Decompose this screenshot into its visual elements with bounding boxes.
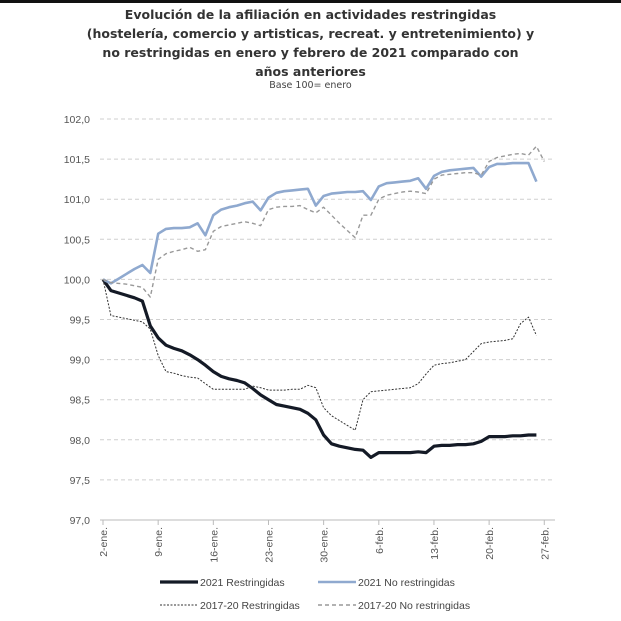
y-tick-label: 101,0 xyxy=(64,194,90,206)
x-tick-label: 23-ene. xyxy=(263,527,275,563)
x-tick-label: 20-feb. xyxy=(484,527,496,560)
x-tick-label: 13-feb. xyxy=(429,527,441,560)
top-border xyxy=(0,0,621,3)
legend-label: 2017-20 Restringidas xyxy=(200,600,300,612)
series-line xyxy=(101,278,537,459)
legend-label: 2021 Restringidas xyxy=(200,577,285,589)
title-line: años anteriores xyxy=(255,64,366,79)
series-line xyxy=(102,145,545,298)
x-tick-label: 30-ene. xyxy=(319,527,331,563)
y-tick-label: 100,0 xyxy=(64,274,90,286)
title-line: no restringidas en enero y febrero de 20… xyxy=(102,45,519,60)
y-tick-label: 97,0 xyxy=(70,515,91,527)
y-tick-label: 102,0 xyxy=(64,114,90,126)
x-tick-label: 9-ene. xyxy=(153,527,165,557)
y-tick-label: 101,5 xyxy=(64,154,90,166)
y-tick-label: 99,0 xyxy=(70,355,91,367)
x-tick-label: 16-ene. xyxy=(208,527,220,563)
title-line: (hostelería, comercio y artisticas, recr… xyxy=(86,26,535,41)
y-tick-label: 99,5 xyxy=(70,315,91,327)
series-line xyxy=(102,161,538,285)
x-tick-label: 6-feb. xyxy=(374,527,386,554)
chart-title: Evolución de la afiliación en actividade… xyxy=(0,5,621,81)
y-tick-label: 100,5 xyxy=(64,234,90,246)
series-line xyxy=(102,279,537,431)
chart-subtitle: Base 100= enero xyxy=(269,80,352,91)
title-line: Evolución de la afiliación en actividade… xyxy=(124,7,497,22)
legend-label: 2017-20 No restringidas xyxy=(358,600,470,612)
x-tick-label: 27-feb. xyxy=(539,527,551,560)
y-tick-label: 97,5 xyxy=(70,475,91,487)
y-tick-label: 98,5 xyxy=(70,395,91,407)
x-tick-label: 2-ene. xyxy=(98,527,110,557)
y-tick-label: 98,0 xyxy=(70,435,91,447)
legend-label: 2021 No restringidas xyxy=(358,577,455,589)
